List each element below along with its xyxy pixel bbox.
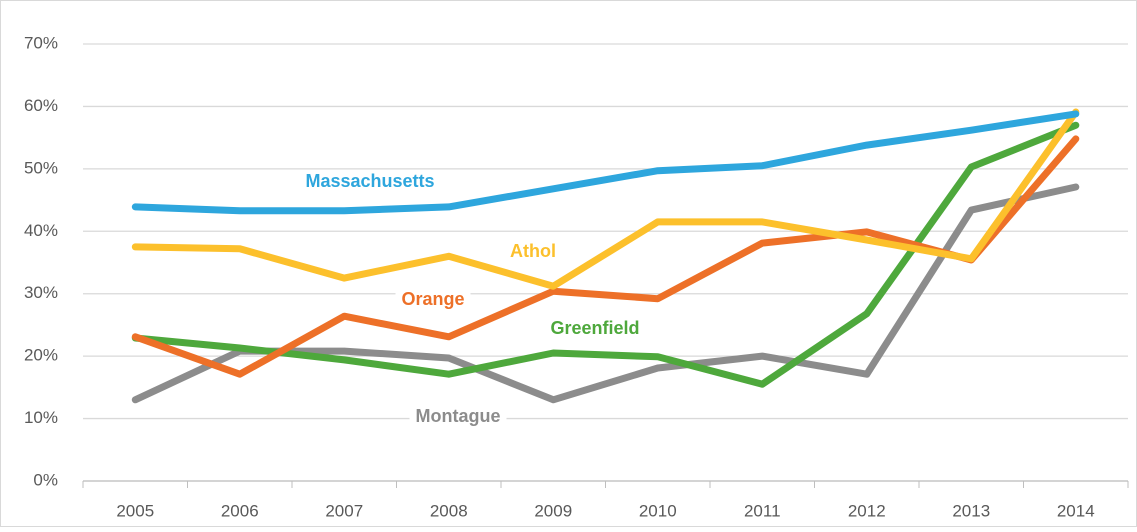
x-tick-label: 2011 bbox=[744, 501, 781, 520]
y-tick-label: 20% bbox=[24, 346, 58, 365]
y-tick-label: 40% bbox=[24, 221, 58, 240]
y-tick-label: 10% bbox=[24, 408, 58, 427]
series-line bbox=[131, 110, 1080, 215]
label-background bbox=[409, 405, 507, 426]
x-tick-label: 2010 bbox=[639, 501, 677, 520]
x-tick-label: 2008 bbox=[430, 501, 468, 520]
series-label: Massachusetts bbox=[305, 171, 434, 191]
x-tick-label: 2013 bbox=[952, 501, 990, 520]
x-tick-label: 2007 bbox=[325, 501, 363, 520]
x-tick-label: 2009 bbox=[534, 501, 572, 520]
series-line bbox=[131, 108, 1080, 290]
y-tick-label: 30% bbox=[24, 283, 58, 302]
label-background bbox=[504, 240, 562, 261]
x-tick-label: 2006 bbox=[221, 501, 259, 520]
x-tick-label: 2012 bbox=[848, 501, 886, 520]
series-label: Montague bbox=[416, 406, 501, 426]
series-label: Orange bbox=[401, 289, 464, 309]
series-line bbox=[131, 121, 1080, 388]
x-tick-label: 2014 bbox=[1057, 501, 1095, 520]
x-tick-label: 2005 bbox=[116, 501, 154, 520]
series-label: Athol bbox=[510, 241, 556, 261]
label-background bbox=[299, 170, 441, 191]
y-tick-label: 60% bbox=[24, 96, 58, 115]
y-tick-label: 0% bbox=[33, 470, 58, 489]
y-tick-label: 70% bbox=[24, 33, 58, 52]
series-label: Greenfield bbox=[550, 318, 639, 338]
label-background bbox=[544, 317, 646, 338]
y-tick-label: 50% bbox=[24, 158, 58, 177]
label-background bbox=[395, 288, 471, 309]
